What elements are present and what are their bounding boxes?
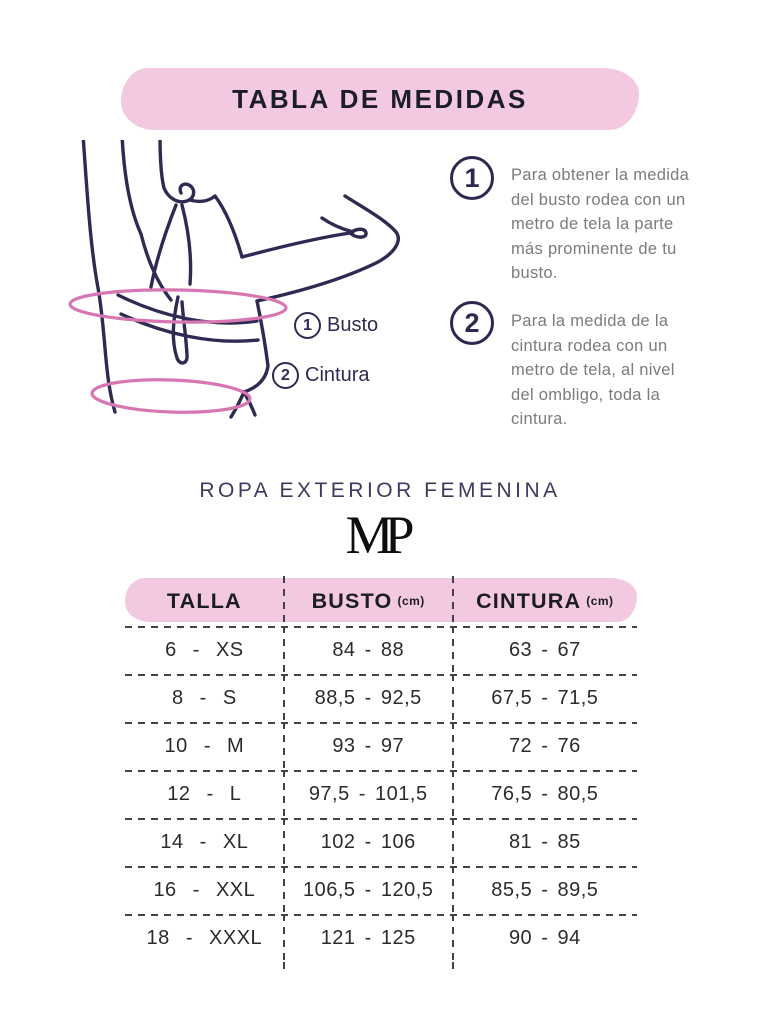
cintura-label-text: Cintura: [305, 364, 370, 386]
header-talla: TALLA: [125, 576, 284, 626]
cell-talla: 14 - XL: [160, 830, 249, 853]
table-row: 8 - S 88,5 - 92,5 67,5 - 71,5: [125, 674, 637, 722]
table-row: 16 - XXL 106,5 - 120,5 85,5 - 89,5: [125, 866, 637, 914]
cell-cintura: 85,5 - 89,5: [451, 866, 637, 914]
cintura-label: 2 Cintura: [272, 362, 369, 389]
table-row: 10 - M 93 - 97 72 - 76: [125, 722, 637, 770]
table-divider-extension: [125, 962, 637, 975]
title-banner: TABLA DE MEDIDAS: [121, 68, 639, 130]
table-row: 12 - L 97,5 - 101,5 76,5 - 80,5: [125, 770, 637, 818]
header-busto-label: BUSTO: [311, 588, 393, 613]
cell-talla: 16 - XXL: [153, 878, 256, 901]
divider-extension-cell: [125, 962, 284, 975]
measurement-figure-illustration: [68, 140, 400, 419]
table-row: 18 - XXXL 121 - 125 90 - 94: [125, 914, 637, 962]
cell-cintura: 67,5 - 71,5: [451, 674, 637, 722]
cell-talla: 18 - XXXL: [146, 926, 263, 949]
bust-measuring-tape: [68, 288, 288, 324]
cell-busto: 88,5 - 92,5: [282, 674, 453, 722]
cell-talla: 10 - M: [164, 734, 245, 757]
header-busto: BUSTO (cm): [282, 576, 453, 626]
cell-busto: 102 - 106: [282, 818, 453, 866]
header-cintura-label: CINTURA: [476, 588, 582, 613]
cell-cintura: 72 - 76: [451, 722, 637, 770]
cell-busto: 121 - 125: [282, 914, 453, 962]
table-row: 6 - XS 84 - 88 63 - 67: [125, 626, 637, 674]
table-header-banner: [125, 578, 637, 622]
cintura-number-badge: 2: [272, 362, 299, 389]
cell-cintura: 90 - 94: [451, 914, 637, 962]
cell-talla: 12 - L: [167, 782, 242, 805]
cell-talla: 6 - XS: [165, 638, 244, 661]
divider-extension-cell: [282, 962, 453, 975]
cell-cintura: 63 - 67: [451, 626, 637, 674]
instruction-2-text: Para la medida de la cintura rodea con u…: [511, 312, 675, 428]
busto-label-text: Busto: [327, 314, 379, 336]
cell-cintura: 76,5 - 80,5: [451, 770, 637, 818]
table-header-row: TALLA BUSTO (cm) CINTURA (cm): [125, 576, 637, 626]
instruction-2-badge: 2: [450, 301, 494, 345]
cell-busto: 93 - 97: [282, 722, 453, 770]
page-title: TABLA DE MEDIDAS: [232, 83, 528, 114]
header-cintura-unit: (cm): [586, 594, 614, 608]
cell-busto: 84 - 88: [282, 626, 453, 674]
size-table: TALLA BUSTO (cm) CINTURA (cm) 6 - XS 84 …: [125, 576, 637, 975]
brand-logo: MP: [345, 505, 414, 565]
header-cintura: CINTURA (cm): [451, 576, 637, 626]
cell-busto: 106,5 - 120,5: [282, 866, 453, 914]
cell-busto: 97,5 - 101,5: [282, 770, 453, 818]
section-heading: ROPA EXTERIOR FEMENINA: [199, 479, 561, 502]
cell-cintura: 81 - 85: [451, 818, 637, 866]
body-line-art: [81, 140, 400, 419]
instruction-1-badge: 1: [450, 156, 494, 200]
waist-measuring-tape: [90, 378, 252, 414]
busto-number-badge: 1: [294, 312, 321, 339]
divider-extension-cell: [451, 962, 637, 975]
header-talla-label: TALLA: [166, 588, 242, 613]
header-busto-unit: (cm): [397, 594, 425, 608]
instruction-1-text: Para obtener la medida del busto rodea c…: [511, 166, 690, 282]
table-row: 14 - XL 102 - 106 81 - 85: [125, 818, 637, 866]
cell-talla: 8 - S: [171, 686, 237, 709]
busto-label: 1 Busto: [294, 312, 378, 339]
